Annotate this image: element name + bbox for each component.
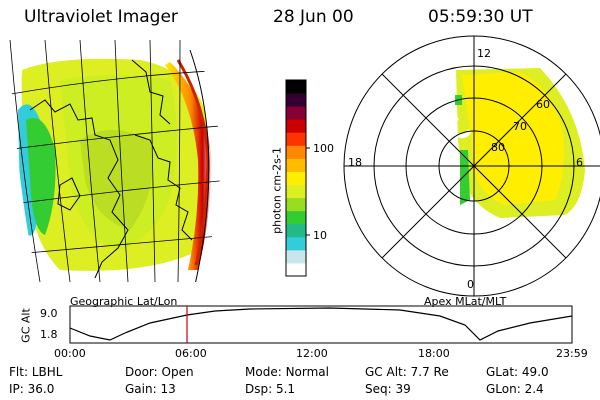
- mlt-label-0: 0: [467, 278, 474, 291]
- altitude-curve: [69, 307, 573, 341]
- status-gc-alt-value: 7.7 Re: [410, 365, 449, 379]
- status-glat-value: 49.0: [521, 365, 549, 379]
- mlat-label-80: 80: [491, 141, 505, 154]
- status-ip-label: IP:: [9, 382, 24, 396]
- status-glat-label: GLat:: [486, 365, 519, 379]
- colorbar-tick-100: 100: [313, 142, 334, 155]
- colorbar-cell: [286, 184, 306, 199]
- altitude-xtick-0000: 00:00: [54, 347, 86, 360]
- status-door-value: Open: [161, 365, 194, 379]
- status-seq-label: Seq:: [365, 382, 392, 396]
- map-caption: Geographic Lat/Lon: [70, 295, 178, 308]
- status-dsp: Dsp: 5.1: [245, 383, 295, 395]
- status-glon-label: GLon:: [486, 382, 521, 396]
- mlt-label-18: 18: [348, 156, 362, 169]
- instrument-title: Ultraviolet Imager: [24, 7, 178, 27]
- mlt-label-12: 12: [477, 47, 491, 60]
- status-ip-value: 36.0: [27, 382, 55, 396]
- mlat-label-60: 60: [536, 98, 550, 111]
- colorbar-cell: [286, 158, 306, 172]
- status-dsp-label: Dsp:: [245, 382, 273, 396]
- status-door: Door: Open: [125, 366, 194, 378]
- altitude-xtick-0600: 06:00: [175, 347, 207, 360]
- observation-time: 05:59:30 UT: [428, 7, 533, 27]
- status-mode-value: Normal: [285, 365, 329, 379]
- colorbar-tick-10: 10: [313, 229, 327, 242]
- colorbar-cell: [286, 236, 306, 251]
- status-glon: GLon: 2.4: [486, 383, 544, 395]
- colorbar-cell: [286, 80, 306, 94]
- status-mode: Mode: Normal: [245, 366, 329, 378]
- colorbar-cell: [286, 119, 306, 133]
- status-mode-label: Mode:: [245, 365, 282, 379]
- status-gc-alt-label: GC Alt:: [365, 365, 407, 379]
- altitude-ytick-low: 1.8: [40, 328, 58, 341]
- status-ip: IP: 36.0: [9, 383, 54, 395]
- altitude-xtick-1800: 18:00: [418, 347, 450, 360]
- colorbar-cell: [286, 93, 306, 107]
- status-seq-value: 39: [395, 382, 411, 396]
- status-gain-value: 13: [160, 382, 176, 396]
- colorbar-cell: [286, 145, 306, 159]
- observation-date: 28 Jun 00: [273, 7, 354, 27]
- altitude-xtick-2359: 23:59: [556, 347, 588, 360]
- status-flt: Flt: LBHL: [9, 366, 62, 378]
- map-image: [8, 40, 221, 282]
- colorbar-cell: [286, 197, 306, 212]
- mlat-label-70: 70: [513, 120, 527, 133]
- status-seq: Seq: 39: [365, 383, 411, 395]
- colorbar-cell: [286, 262, 306, 277]
- mlt-label-6: 6: [576, 156, 583, 169]
- altitude-ytick-high: 9.0: [40, 307, 58, 320]
- colorbar-cell: [286, 132, 306, 146]
- polar-caption: Apex MLat/MLT: [424, 295, 507, 308]
- status-dsp-value: 5.1: [275, 382, 296, 396]
- status-gain: Gain: 13: [125, 383, 176, 395]
- colorbar-cell: [286, 210, 306, 225]
- status-gc-alt: GC Alt: 7.7 Re: [365, 366, 449, 378]
- status-gain-label: Gain:: [125, 382, 157, 396]
- colorbar-cell: [286, 171, 306, 186]
- status-glat: GLat: 49.0: [486, 366, 549, 378]
- status-door-label: Door:: [125, 365, 158, 379]
- altitude-xtick-1200: 12:00: [296, 347, 328, 360]
- colorbar-cell: [286, 249, 306, 264]
- colorbar-cells: [286, 80, 306, 277]
- status-flt-label: Flt:: [9, 365, 28, 379]
- altitude-ylabel: GC Alt: [19, 308, 33, 343]
- colorbar-cell: [286, 106, 306, 120]
- status-flt-value: LBHL: [31, 365, 63, 379]
- colorbar-cell: [286, 223, 306, 238]
- status-glon-value: 2.4: [524, 382, 544, 396]
